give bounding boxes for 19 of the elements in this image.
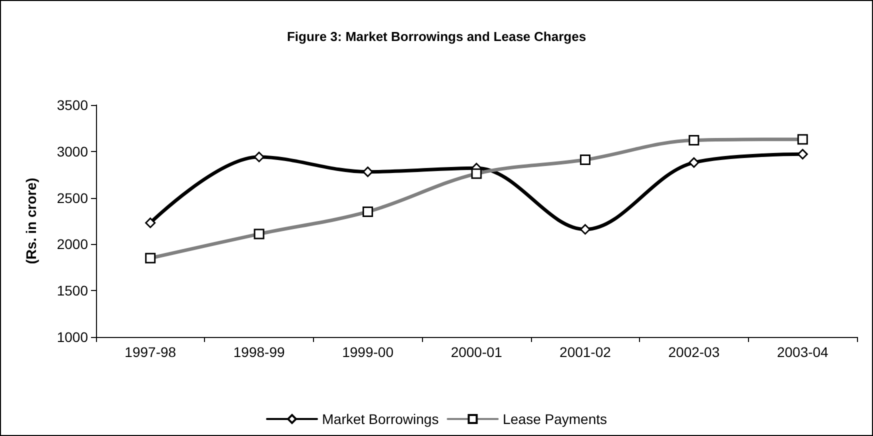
point: [145, 218, 156, 228]
y-axis-title: (Rs. in crore): [23, 178, 39, 264]
x-tick-label: 1998-99: [233, 344, 285, 360]
legend-label: Market Borrowings: [322, 411, 439, 427]
y-tick-label: 2500: [56, 190, 88, 206]
x-tick-label: 2000-01: [450, 344, 502, 360]
x-tick-label: 1997-98: [124, 344, 176, 360]
x-tick-label: 2001-02: [560, 344, 612, 360]
y-tick-label: 1500: [56, 282, 88, 299]
point: [797, 148, 808, 160]
y-tick-label: 2000: [56, 236, 88, 252]
x-tick-label: 1999-00: [342, 344, 394, 360]
y-tick-label: 3000: [56, 143, 88, 160]
y-tick-label: 3500: [56, 97, 88, 113]
y-tick-label: 1000: [56, 329, 88, 345]
x-tick-label: 2003-04: [776, 344, 829, 360]
legend-label: Lease Payments: [502, 411, 608, 427]
x-tick-label: 2002-03: [668, 344, 720, 360]
chart-title: Figure 3: Market Borrowings and Lease Charges: [286, 29, 586, 44]
